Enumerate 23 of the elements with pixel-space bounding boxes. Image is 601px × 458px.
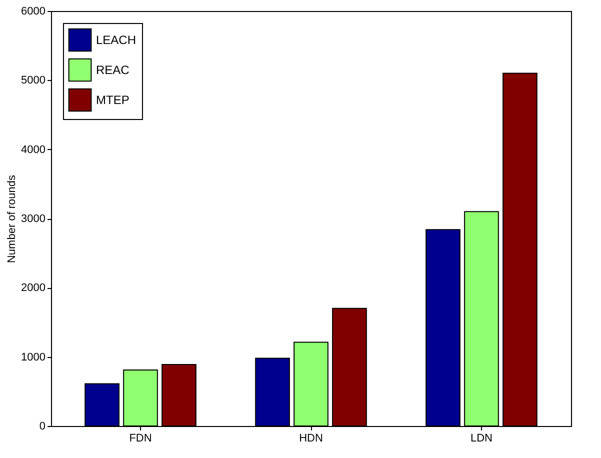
y-axis-title: Number of rounds xyxy=(6,174,18,264)
bar xyxy=(84,383,120,426)
y-tick-label: 2000 xyxy=(21,282,46,294)
x-tick-label: FDN xyxy=(129,432,152,444)
legend-label: LEACH xyxy=(96,33,136,47)
y-tick-label: 4000 xyxy=(21,144,46,156)
y-tick-label: 5000 xyxy=(21,74,46,87)
y-tick-label: 3000 xyxy=(21,213,46,225)
bar xyxy=(294,342,328,426)
bar xyxy=(162,364,196,426)
bar xyxy=(464,211,499,426)
bar xyxy=(123,369,158,426)
y-tick-label: 6000 xyxy=(21,6,46,18)
bar xyxy=(502,72,538,426)
legend-label: MTEP xyxy=(96,93,130,107)
bar xyxy=(255,358,290,426)
legend-label: REAC xyxy=(96,63,130,77)
y-tick-label: 0 xyxy=(39,420,46,432)
y-tick-label: 1000 xyxy=(21,351,46,364)
x-tick-label: HDN xyxy=(299,432,323,444)
bar xyxy=(426,229,460,426)
bar xyxy=(332,308,367,426)
x-tick-label: LDN xyxy=(470,432,493,444)
